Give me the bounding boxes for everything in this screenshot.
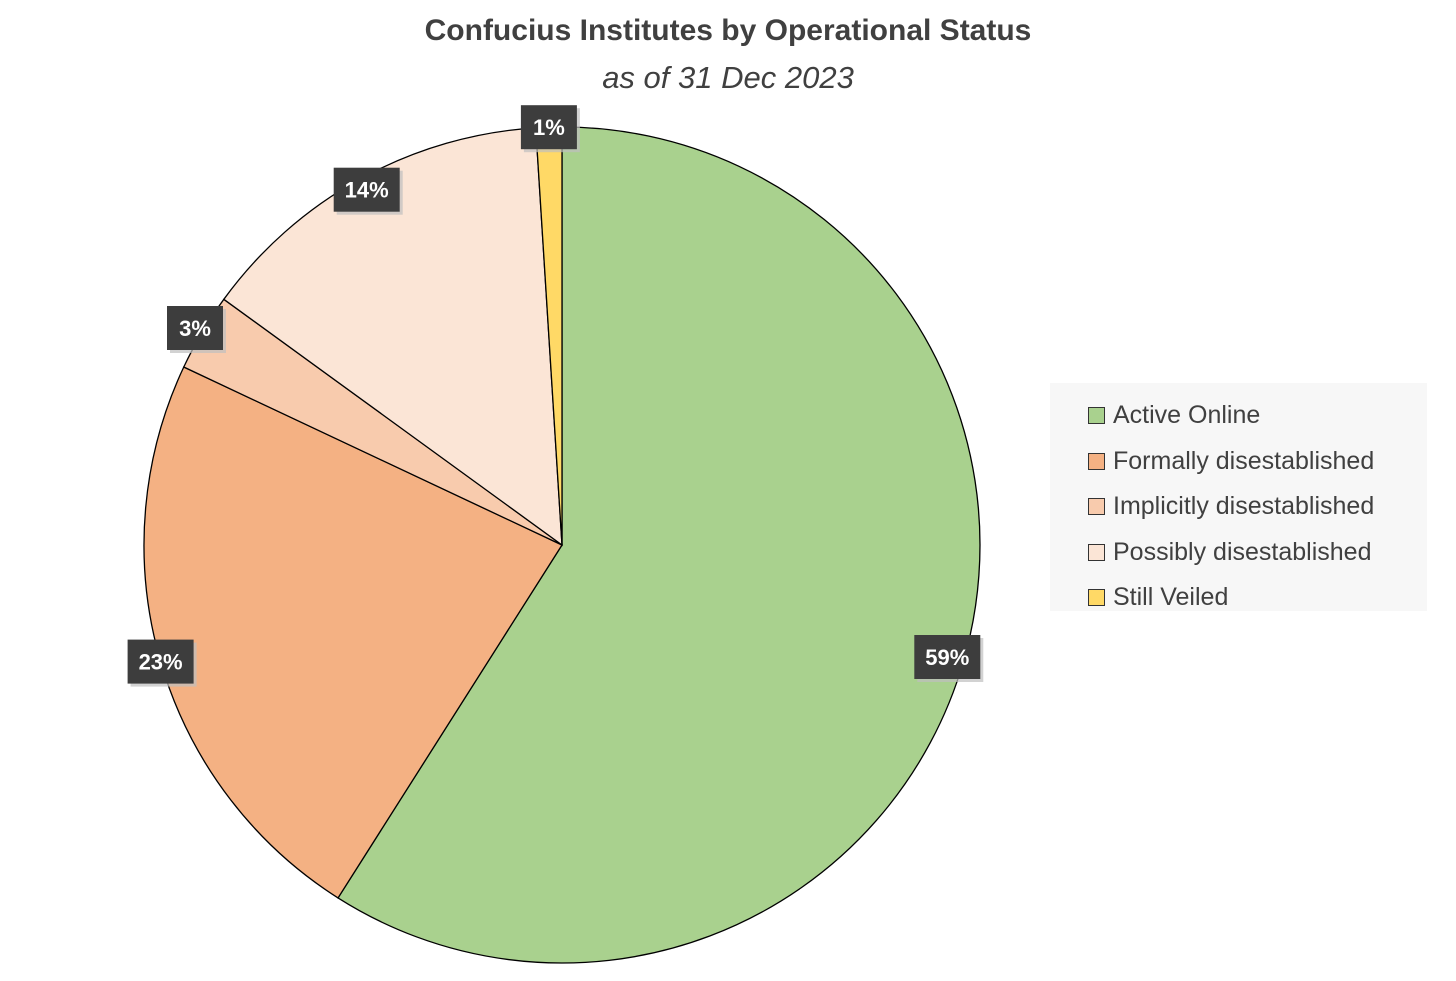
legend-swatch bbox=[1088, 498, 1105, 516]
data-label-text: 3% bbox=[179, 316, 211, 341]
data-label-implicitly-disestablished: 3% bbox=[167, 306, 226, 353]
data-label-text: 59% bbox=[925, 645, 969, 670]
legend-swatch bbox=[1088, 452, 1105, 470]
data-label-active-online: 59% bbox=[914, 635, 984, 682]
legend-item-still-veiled: Still Veiled bbox=[1050, 575, 1427, 621]
legend-label: Implicitly disestablished bbox=[1113, 492, 1375, 521]
legend-label: Formally disestablished bbox=[1113, 446, 1375, 475]
legend-swatch bbox=[1088, 589, 1105, 607]
legend-swatch bbox=[1088, 407, 1105, 425]
data-label-text: 23% bbox=[139, 650, 183, 675]
data-label-possibly-disestablished: 14% bbox=[333, 167, 403, 215]
data-label-text: 1% bbox=[533, 115, 565, 140]
legend-item-active-online: Active Online bbox=[1050, 393, 1427, 439]
legend-swatch bbox=[1088, 543, 1105, 561]
legend-label: Possibly disestablished bbox=[1113, 537, 1372, 566]
data-label-text: 14% bbox=[345, 178, 389, 203]
chart-title: Confucius Institutes by Operational Stat… bbox=[424, 14, 1032, 47]
pie-slices bbox=[143, 126, 981, 964]
chart-subtitle: as of 31 Dec 2023 bbox=[602, 60, 854, 95]
legend-item-formally-disestablished: Formally disestablished bbox=[1050, 439, 1427, 485]
data-label-formally-disestablished: 23% bbox=[127, 639, 197, 687]
legend-label: Still Veiled bbox=[1113, 583, 1229, 612]
data-label-still-veiled: 1% bbox=[520, 105, 580, 153]
pie-data-labels: 59% 23% 3% 14% 1% bbox=[127, 105, 984, 687]
legend-item-possibly-disestablished: Possibly disestablished bbox=[1050, 530, 1427, 576]
legend-label: Active Online bbox=[1113, 401, 1261, 430]
chart-legend: Active Online Formally disestablished Im… bbox=[1050, 383, 1427, 611]
legend-item-implicitly-disestablished: Implicitly disestablished bbox=[1050, 484, 1427, 530]
